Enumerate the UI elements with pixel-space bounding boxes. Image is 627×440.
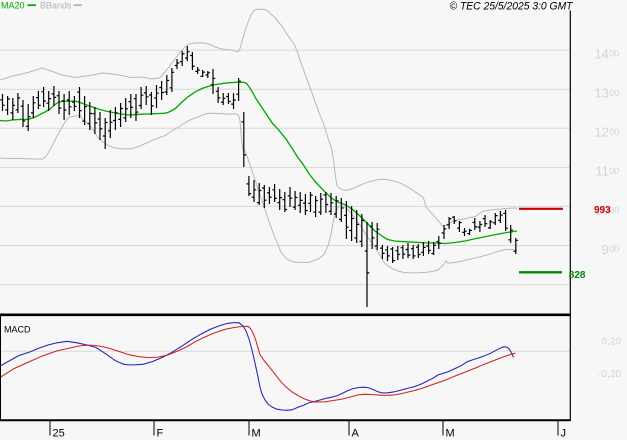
svg-text:M: M xyxy=(252,428,261,440)
svg-text:MACD: MACD xyxy=(4,324,31,334)
svg-text:J: J xyxy=(561,428,567,440)
svg-text:12: 12 xyxy=(594,125,608,140)
svg-text:M: M xyxy=(446,428,455,440)
svg-text:BBands: BBands xyxy=(40,0,72,10)
svg-text:14: 14 xyxy=(594,46,608,61)
svg-text:MA20: MA20 xyxy=(1,0,25,10)
svg-text:F: F xyxy=(157,428,164,440)
svg-text:993: 993 xyxy=(594,205,611,216)
svg-text:828: 828 xyxy=(569,270,586,281)
svg-text:25: 25 xyxy=(53,428,65,440)
svg-text:00: 00 xyxy=(609,205,619,215)
svg-text:00: 00 xyxy=(609,244,619,254)
svg-text:10: 10 xyxy=(594,203,608,218)
svg-text:00: 00 xyxy=(609,88,619,98)
svg-text:00: 00 xyxy=(609,166,619,176)
svg-text:© TEC 25/5/2025 3:0 GMT: © TEC 25/5/2025 3:0 GMT xyxy=(450,1,574,13)
svg-text:9: 9 xyxy=(602,242,609,257)
svg-text:00: 00 xyxy=(609,49,619,59)
svg-text:0,20: 0,20 xyxy=(602,337,622,348)
svg-text:11: 11 xyxy=(595,164,609,179)
svg-text:00: 00 xyxy=(609,127,619,137)
svg-text:-0,20: -0,20 xyxy=(598,369,621,380)
svg-text:13: 13 xyxy=(594,86,608,101)
svg-text:A: A xyxy=(352,428,360,440)
